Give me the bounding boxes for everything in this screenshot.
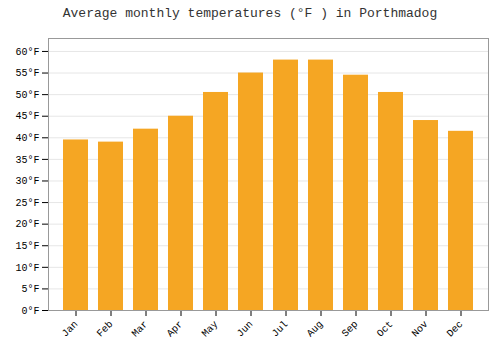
svg-text:15°F: 15°F	[15, 241, 39, 252]
svg-text:Dec: Dec	[445, 319, 466, 340]
svg-text:Nov: Nov	[410, 319, 431, 340]
svg-text:Jul: Jul	[270, 319, 291, 340]
svg-text:55°F: 55°F	[15, 68, 39, 79]
svg-text:Aug: Aug	[305, 319, 326, 340]
svg-text:30°F: 30°F	[15, 176, 39, 187]
svg-text:Feb: Feb	[95, 319, 116, 340]
svg-text:40°F: 40°F	[15, 133, 39, 144]
svg-text:Oct: Oct	[375, 319, 396, 340]
svg-text:20°F: 20°F	[15, 219, 39, 230]
svg-text:5°F: 5°F	[21, 284, 39, 295]
svg-text:Jun: Jun	[235, 319, 256, 340]
svg-text:May: May	[200, 319, 221, 340]
svg-text:25°F: 25°F	[15, 198, 39, 209]
svg-text:Apr: Apr	[165, 319, 186, 340]
svg-text:Sep: Sep	[340, 319, 361, 340]
svg-text:Jan: Jan	[60, 319, 81, 340]
svg-text:Mar: Mar	[130, 319, 151, 340]
svg-text:45°F: 45°F	[15, 111, 39, 122]
svg-text:35°F: 35°F	[15, 155, 39, 166]
svg-text:10°F: 10°F	[15, 263, 39, 274]
html-text:Average monthly temperatures (: Average monthly temperatures (°F ) in Po…	[62, 6, 438, 21]
svg-text:0°F: 0°F	[21, 306, 39, 317]
svg-text:50°F: 50°F	[15, 90, 39, 101]
svg-text:60°F: 60°F	[15, 47, 39, 58]
